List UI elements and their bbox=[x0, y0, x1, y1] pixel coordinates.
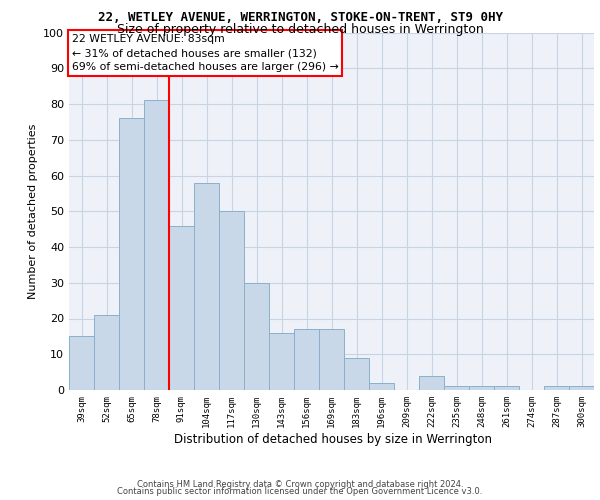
Bar bbox=[319, 329, 344, 390]
Bar bbox=[469, 386, 494, 390]
Bar bbox=[169, 226, 194, 390]
Bar bbox=[219, 211, 244, 390]
Text: Distribution of detached houses by size in Werrington: Distribution of detached houses by size … bbox=[174, 432, 492, 446]
Bar bbox=[144, 100, 169, 390]
Text: Contains public sector information licensed under the Open Government Licence v3: Contains public sector information licen… bbox=[118, 487, 482, 496]
Bar bbox=[269, 333, 294, 390]
Bar bbox=[494, 386, 519, 390]
Text: 22 WETLEY AVENUE: 83sqm
← 31% of detached houses are smaller (132)
69% of semi-d: 22 WETLEY AVENUE: 83sqm ← 31% of detache… bbox=[71, 34, 338, 72]
Text: Contains HM Land Registry data © Crown copyright and database right 2024.: Contains HM Land Registry data © Crown c… bbox=[137, 480, 463, 489]
Bar bbox=[119, 118, 144, 390]
Bar bbox=[369, 383, 394, 390]
Bar bbox=[444, 386, 469, 390]
Bar bbox=[419, 376, 444, 390]
Bar bbox=[569, 386, 594, 390]
Text: 22, WETLEY AVENUE, WERRINGTON, STOKE-ON-TRENT, ST9 0HY: 22, WETLEY AVENUE, WERRINGTON, STOKE-ON-… bbox=[97, 11, 503, 24]
Bar bbox=[294, 329, 319, 390]
Text: Size of property relative to detached houses in Werrington: Size of property relative to detached ho… bbox=[116, 22, 484, 36]
Bar bbox=[94, 315, 119, 390]
Bar bbox=[244, 283, 269, 390]
Y-axis label: Number of detached properties: Number of detached properties bbox=[28, 124, 38, 299]
Bar bbox=[69, 336, 94, 390]
Bar bbox=[194, 182, 219, 390]
Bar bbox=[544, 386, 569, 390]
Bar bbox=[344, 358, 369, 390]
